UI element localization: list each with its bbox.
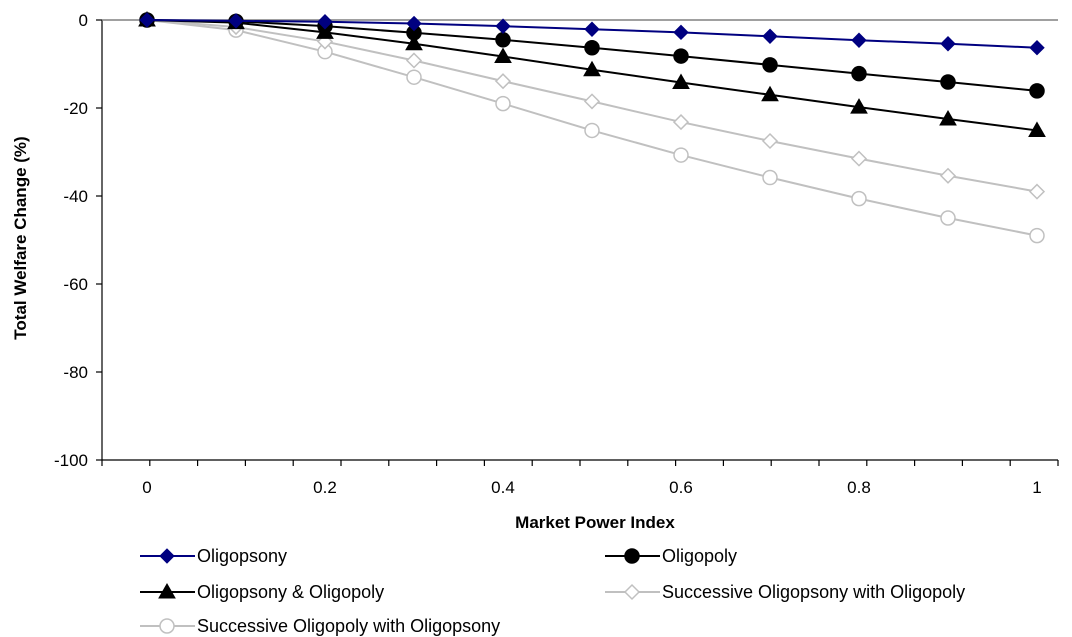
data-point xyxy=(1029,227,1045,244)
legend-item: Oligopoly xyxy=(605,546,737,566)
y-tick-label: -100 xyxy=(54,451,88,470)
data-point xyxy=(228,13,244,29)
legend-label: Successive Oligopoly with Oligopsony xyxy=(197,616,500,636)
legend-marker xyxy=(159,618,175,634)
x-tick-label: 0.8 xyxy=(847,478,871,497)
x-axis-title: Market Power Index xyxy=(515,513,675,532)
legend-item: Oligopsony & Oligopoly xyxy=(140,582,384,602)
data-point xyxy=(939,167,957,184)
data-point xyxy=(851,32,867,48)
series-group xyxy=(138,10,1046,244)
data-point xyxy=(672,73,690,89)
legend-marker xyxy=(158,582,176,599)
data-point xyxy=(761,132,779,150)
data-point xyxy=(495,18,511,34)
y-tick-labels: 0 -20 -40 -60 -80 -100 xyxy=(54,11,102,470)
legend-item: Successive Oligopoly with Oligopsony xyxy=(140,616,500,636)
data-point xyxy=(1028,183,1046,200)
legend-label: Oligopsony xyxy=(197,546,287,566)
data-point xyxy=(940,36,956,52)
data-point xyxy=(762,28,778,44)
y-axis-title: Total Welfare Change (%) xyxy=(11,136,30,339)
data-point xyxy=(673,48,689,64)
x-tick-label: 0 xyxy=(142,478,151,497)
data-point xyxy=(406,69,422,85)
data-point xyxy=(584,39,600,56)
legend-marker xyxy=(159,548,175,564)
data-point xyxy=(851,65,867,82)
legend-marker xyxy=(624,548,640,564)
data-point xyxy=(583,60,601,77)
data-point xyxy=(1029,83,1045,99)
data-point xyxy=(406,15,422,32)
data-point xyxy=(940,74,956,90)
data-point xyxy=(672,114,690,131)
data-point xyxy=(584,122,600,139)
data-point xyxy=(761,85,779,102)
data-point xyxy=(584,21,600,37)
x-tick-label: 1 xyxy=(1032,478,1041,497)
data-point xyxy=(673,24,689,41)
data-point xyxy=(494,73,512,90)
data-point xyxy=(583,93,601,110)
legend-item: Successive Oligopsony with Oligopoly xyxy=(605,582,965,602)
y-tick-label: -40 xyxy=(63,187,88,206)
data-point xyxy=(405,34,423,51)
legend-item: Oligopsony xyxy=(140,546,287,566)
legend-label: Oligopsony & Oligopoly xyxy=(197,582,384,602)
data-point xyxy=(850,150,868,167)
legend: Oligopsony Oligopoly Oligopsony & Oligopol… xyxy=(140,546,965,636)
x-tick-label: 0.2 xyxy=(313,478,337,497)
y-tick-label: -80 xyxy=(63,363,88,382)
data-point xyxy=(762,57,778,73)
x-tick-label: 0.4 xyxy=(491,478,515,497)
data-point xyxy=(1028,121,1046,137)
legend-label: Successive Oligopsony with Oligopoly xyxy=(662,582,965,602)
y-tick-label: 0 xyxy=(79,11,88,30)
x-tick-labels: 0 0.2 0.4 0.6 0.8 1 xyxy=(101,460,1059,497)
data-point xyxy=(939,109,957,126)
data-point xyxy=(139,12,155,28)
data-point xyxy=(851,190,867,207)
legend-label: Oligopoly xyxy=(662,546,737,566)
data-point xyxy=(317,14,333,30)
series-0 xyxy=(139,12,1045,56)
data-point xyxy=(1029,40,1045,56)
data-point xyxy=(940,210,956,226)
data-point xyxy=(495,32,511,48)
x-tick-label: 0.6 xyxy=(669,478,693,497)
y-tick-label: -20 xyxy=(63,99,88,118)
data-point xyxy=(850,98,868,114)
data-point xyxy=(405,52,423,69)
y-tick-label: -60 xyxy=(63,275,88,294)
data-point xyxy=(494,47,512,64)
axes xyxy=(101,19,1058,461)
data-point xyxy=(495,95,511,112)
data-point xyxy=(673,147,689,163)
legend-marker xyxy=(623,583,641,601)
data-point xyxy=(762,169,778,186)
